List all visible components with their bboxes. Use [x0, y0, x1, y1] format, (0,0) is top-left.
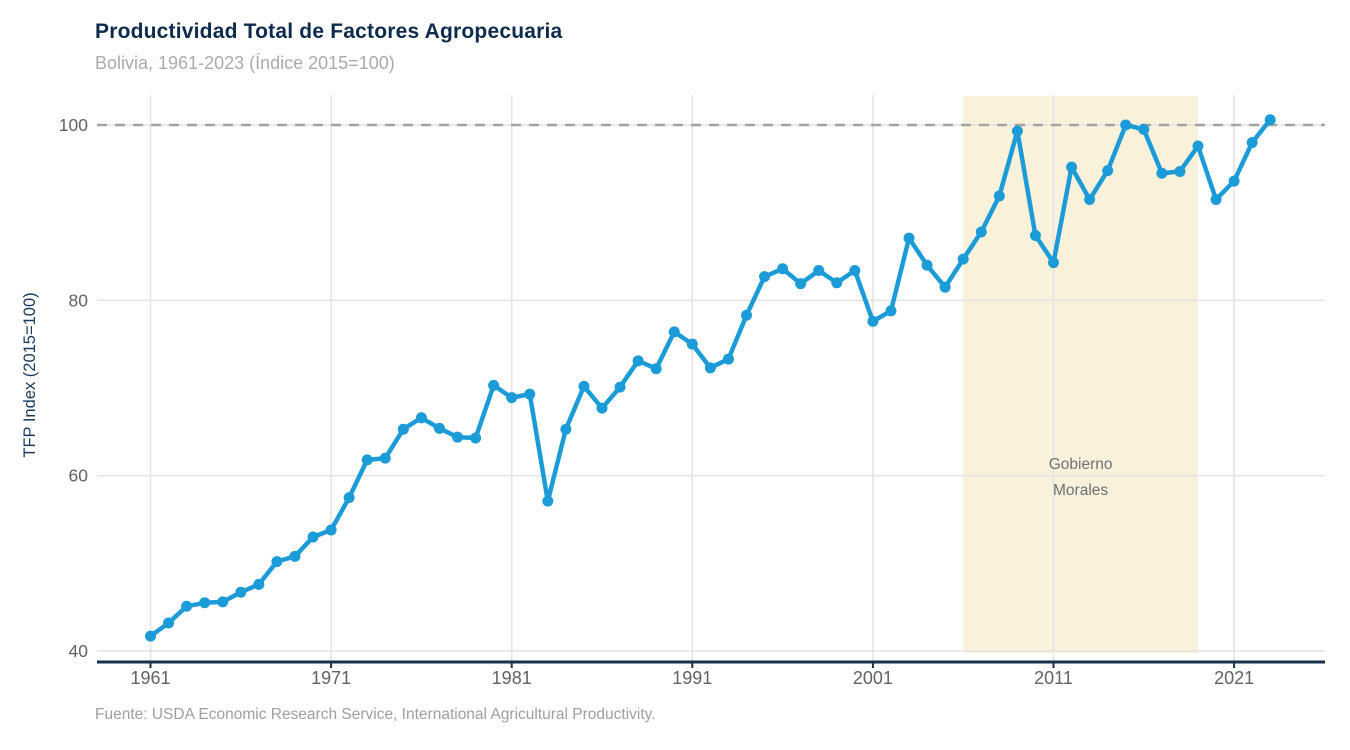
- tfp-point: [235, 586, 247, 598]
- tfp-point: [488, 379, 500, 391]
- tfp-point: [1192, 140, 1204, 152]
- tfp-point: [1138, 123, 1150, 135]
- tfp-point: [163, 617, 175, 629]
- tfp-point: [560, 423, 572, 435]
- y-tick-label: 80: [69, 290, 89, 310]
- tfp-point: [524, 388, 536, 400]
- x-tick-label: 2001: [853, 668, 893, 688]
- tfp-point: [849, 265, 861, 277]
- tfp-point: [1011, 125, 1023, 137]
- tfp-point: [1029, 229, 1041, 241]
- tfp-point: [939, 281, 951, 293]
- x-tick-label: 1981: [492, 668, 532, 688]
- tfp-point: [1246, 137, 1258, 149]
- annotation-gobierno-morales: Gobierno: [1049, 456, 1113, 473]
- tfp-point: [903, 232, 915, 244]
- x-tick-label: 2011: [1034, 668, 1073, 688]
- tfp-point: [1264, 114, 1276, 126]
- tfp-point: [271, 556, 283, 568]
- tfp-point: [668, 326, 680, 338]
- tfp-point: [632, 355, 644, 367]
- tfp-point: [921, 259, 933, 271]
- x-tick-label: 1961: [130, 668, 170, 688]
- tfp-point: [704, 362, 716, 374]
- tfp-point: [199, 597, 211, 609]
- tfp-point: [813, 265, 825, 277]
- tfp-point: [379, 452, 391, 464]
- x-tick-label: 1991: [672, 668, 712, 688]
- tfp-point: [145, 630, 156, 642]
- tfp-point: [795, 278, 807, 290]
- tfp-point: [253, 578, 265, 590]
- tfp-point: [578, 380, 590, 392]
- page-subtitle: Bolivia, 1961-2023 (Índice 2015=100): [95, 53, 395, 73]
- tfp-point: [1174, 165, 1186, 177]
- tfp-point: [686, 338, 698, 350]
- tfp-point: [740, 309, 752, 321]
- annotation-gobierno-morales: Morales: [1053, 482, 1108, 499]
- tfp-point: [433, 422, 445, 434]
- tfp-point: [415, 412, 427, 424]
- tfp-point: [506, 392, 518, 404]
- tfp-point: [614, 381, 626, 393]
- tfp-point: [1048, 257, 1059, 269]
- tfp-point: [452, 431, 464, 443]
- tfp-point: [1066, 161, 1078, 173]
- tfp-point: [289, 550, 301, 562]
- tfp-point: [1120, 119, 1132, 131]
- tfp-point: [993, 190, 1005, 202]
- tfp-point: [975, 226, 987, 238]
- y-tick-label: 100: [59, 115, 88, 135]
- tfp-point: [831, 277, 843, 289]
- tfp-point: [957, 253, 969, 265]
- x-tick-label: 1971: [311, 668, 351, 688]
- tfp-point: [885, 305, 897, 317]
- tfp-point: [722, 353, 734, 365]
- tfp-point: [361, 454, 373, 466]
- tfp-point: [307, 531, 319, 543]
- tfp-point: [777, 263, 789, 275]
- tfp-point: [217, 596, 229, 608]
- tfp-point: [542, 495, 554, 507]
- source-note: Fuente: USDA Economic Research Service, …: [95, 706, 656, 723]
- chart-header: Productividad Total de Factores Agropecu…: [95, 20, 562, 74]
- tfp-point: [867, 315, 879, 327]
- y-axis-title: TFP Index (2015=100): [21, 292, 39, 457]
- tfp-point: [596, 402, 608, 414]
- tfp-point: [1156, 167, 1168, 179]
- tfp-point: [759, 271, 771, 283]
- tfp-point: [343, 492, 355, 504]
- tfp-point: [1210, 194, 1222, 206]
- tfp-point: [470, 432, 482, 444]
- tfp-point: [1102, 165, 1114, 177]
- tfp-point: [1228, 175, 1240, 187]
- tfp-point: [325, 524, 337, 536]
- tfp-point: [1084, 194, 1096, 206]
- y-tick-label: 40: [69, 641, 89, 661]
- page-title: Productividad Total de Factores Agropecu…: [95, 20, 563, 43]
- tfp-point: [650, 363, 662, 375]
- tfp-point: [397, 423, 409, 435]
- tfp-point: [181, 600, 193, 612]
- x-tick-label: 2021: [1214, 668, 1254, 688]
- y-tick-label: 60: [69, 466, 89, 486]
